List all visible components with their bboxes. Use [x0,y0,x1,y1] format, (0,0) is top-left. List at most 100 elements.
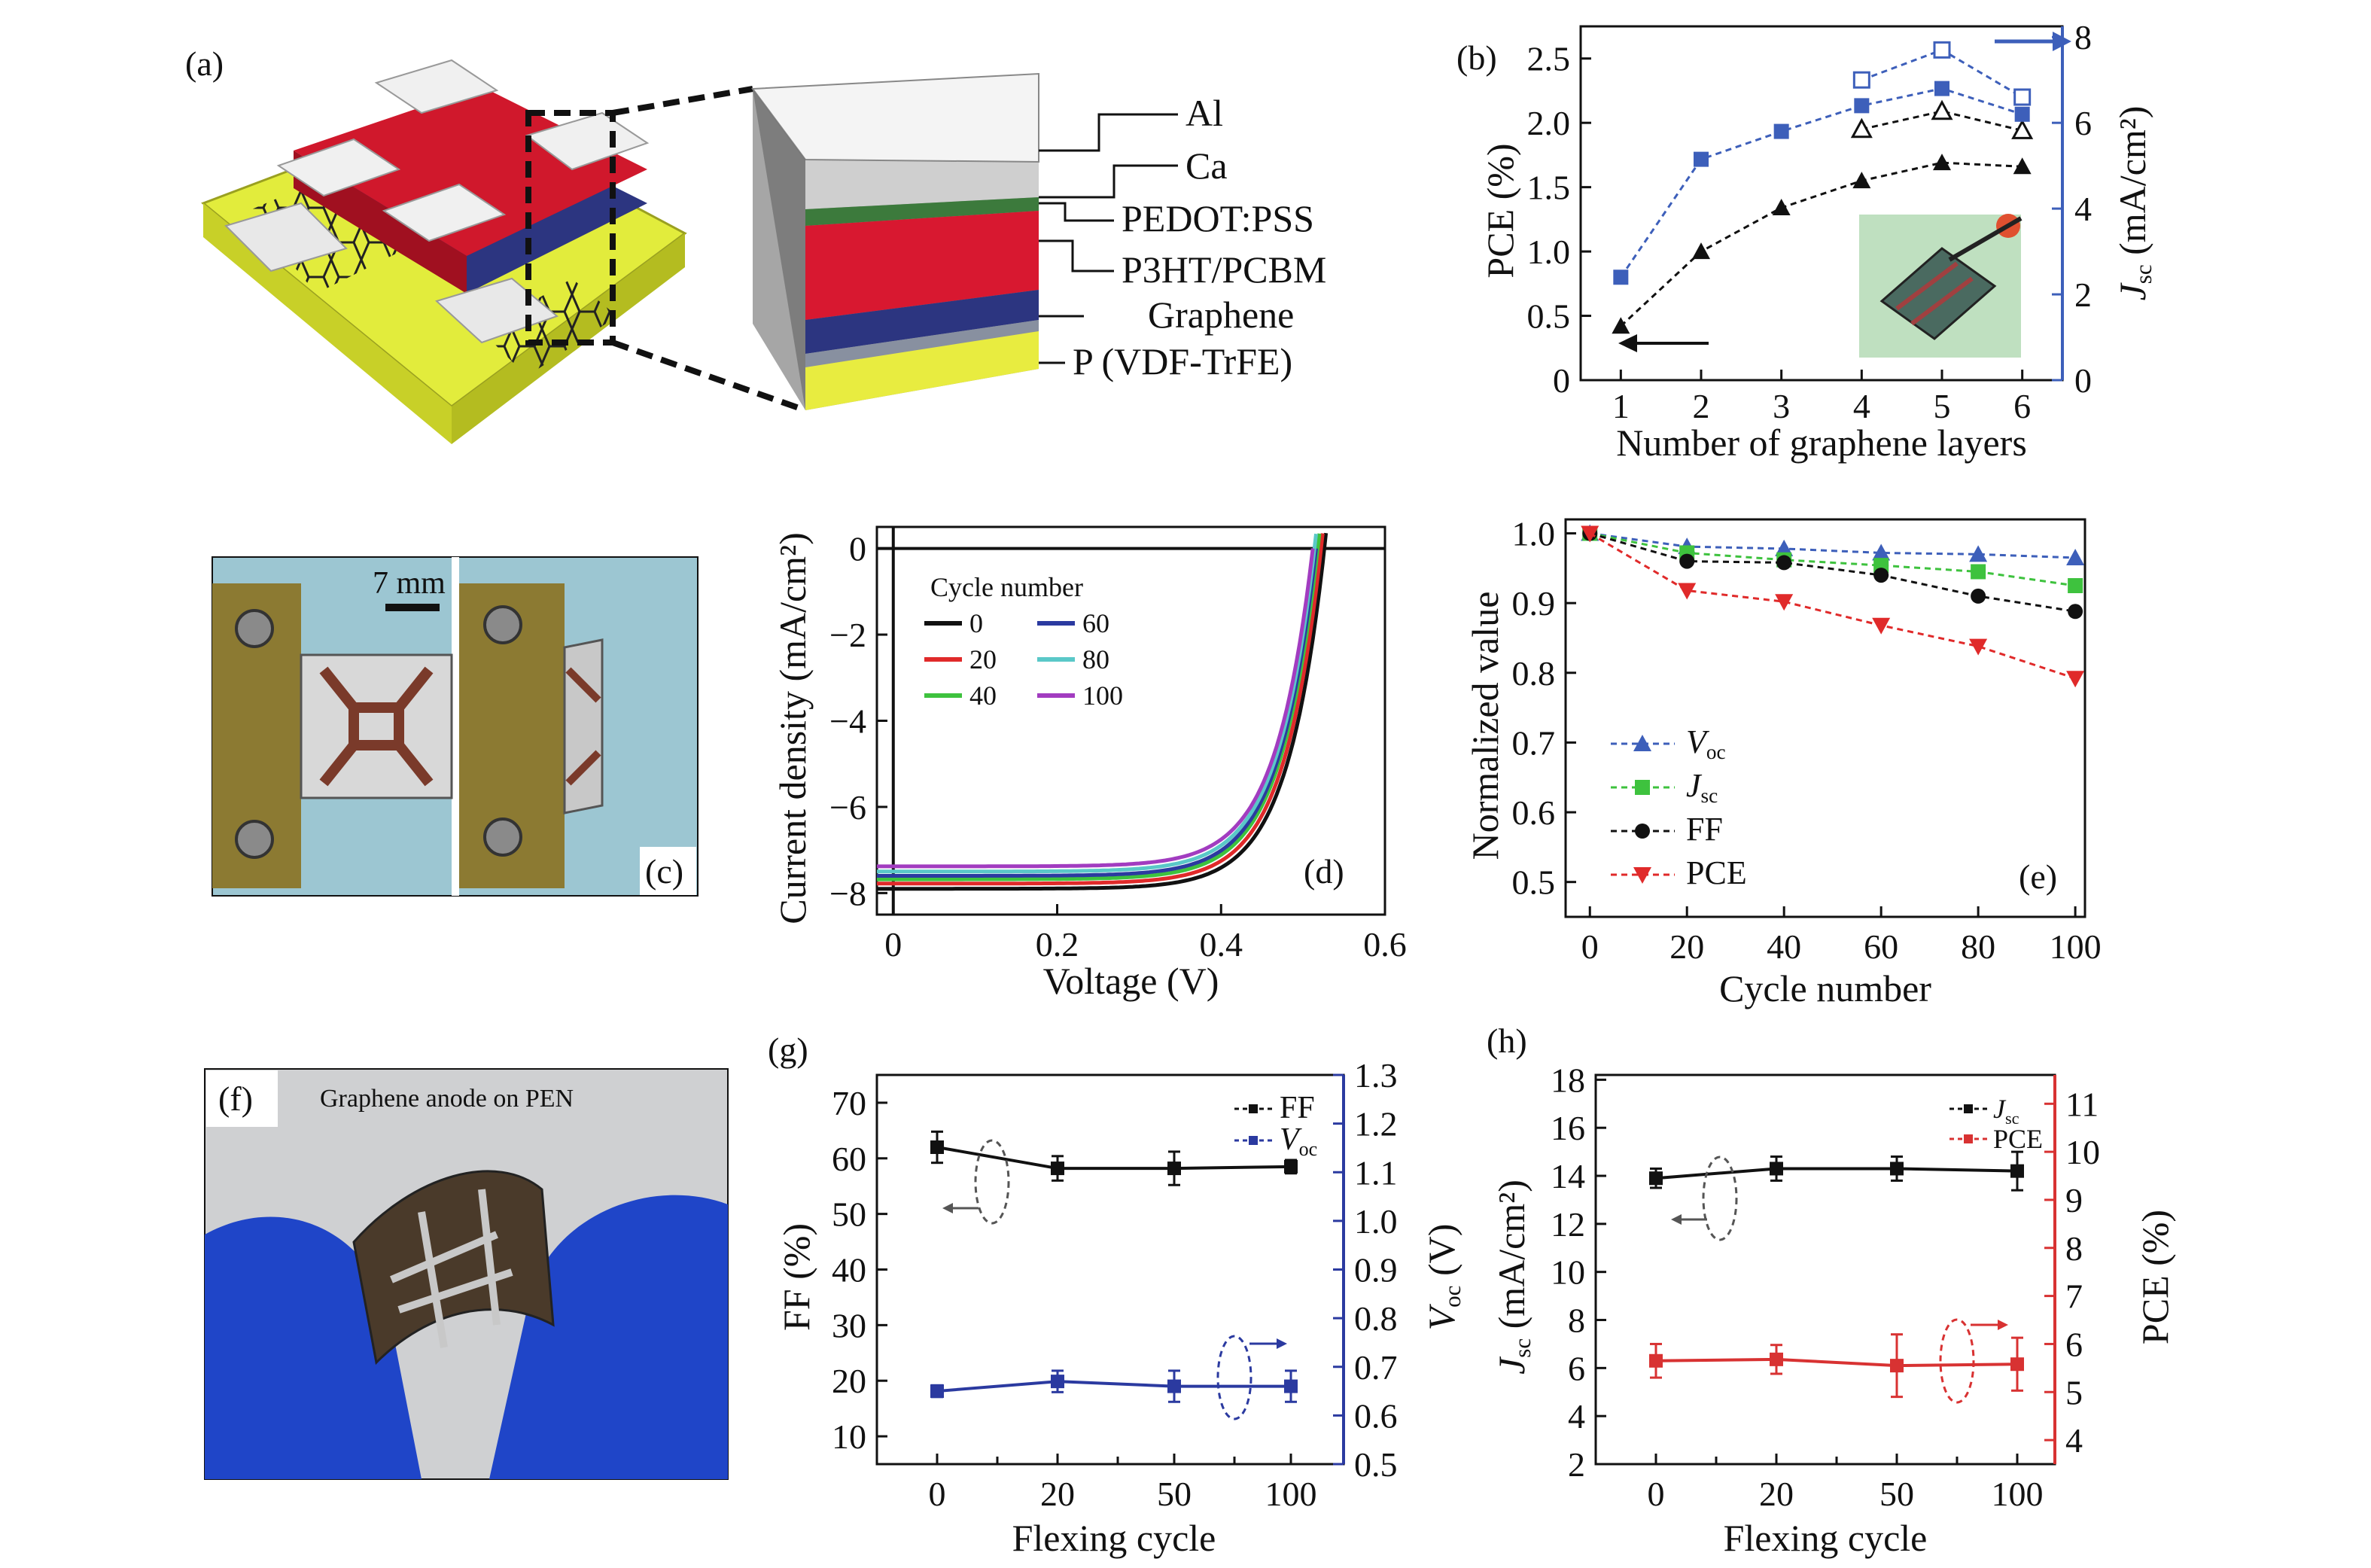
chart-h-marks [1649,1150,2024,1399]
x-tick-label: 5 [1934,387,1951,425]
y2-tick-label: 7 [2065,1277,2083,1316]
data-point [2013,157,2032,175]
data-point [1649,1171,1663,1186]
ff-axis-arrowhead [942,1203,953,1213]
panel-label-b: (b) [1456,38,1497,77]
al-electrode-4 [525,111,650,171]
y-tick-label: 4 [1568,1397,1585,1436]
data-point [1694,151,1709,167]
series-line [1589,532,2076,680]
stack-pedot [805,197,1039,226]
panel-c-photo: 7 mm (c) [212,556,699,897]
x-tick-label: 100 [1265,1475,1317,1513]
x-tick-label: 80 [1961,927,1995,966]
inset-device-lines [1895,261,1974,326]
iv-curve [877,548,1315,869]
inset-tweezer [1948,216,2023,262]
legend-marker [1633,867,1651,884]
data-point [1770,1162,1783,1176]
y-tick-label: 60 [832,1140,866,1178]
stack-left-face [753,89,805,410]
y-tick-label: 8 [1568,1302,1585,1340]
x-axis-label: Flexing cycle [1012,1517,1216,1559]
legend-label: 40 [969,680,997,711]
y-axis-label: Current density (mA/cm²) [772,532,814,924]
flexible-device [352,1170,555,1366]
y-tick-label: 1.0 [1512,515,1556,553]
layer-label-graphene: Graphene [1148,294,1294,336]
data-point [2066,548,2085,565]
stack-al [805,160,1039,209]
y2-tick-label: 1.3 [1354,1056,1398,1095]
data-point [1931,99,1953,120]
y-tick-label: −6 [829,788,866,827]
data-point [1890,1359,1904,1373]
panel-label-e: (e) [2019,857,2057,896]
chart-h-axes: 0 20 50 100 2 4 6 8 10 12 14 16 18 4 5 6 7 8 9 10 11 Flexing … [1490,1061,2176,1559]
legend-label: 0 [969,608,983,638]
x-tick-label: 1 [1612,387,1630,425]
x-tick-label: 0 [929,1475,946,1513]
data-point [1679,553,1695,569]
chart-d-axes: 0 0.2 0.4 0.6 0 −2 −4 −6 −8 Voltage (V) Current de… [772,525,1407,1002]
y-tick-label: 10 [832,1417,866,1456]
al-electrode-2 [276,138,401,197]
data-point [1775,594,1794,611]
y2-axis-label: Jsc (mA/cm²) [2111,106,2156,301]
y-tick-label: 0 [1553,361,1570,400]
y-tick-label: 70 [832,1084,866,1122]
layer-label-pedot: PEDOT:PSS [1122,197,1314,239]
iv-curve [877,532,1329,891]
x-axis-label: Number of graphene layers [1616,422,2027,464]
data-point [1649,1353,1663,1368]
legend-label: Jsc [1993,1094,2019,1128]
series-line [1589,532,2076,587]
chart-e: 0 20 40 60 80 100 0.5 0.6 0.7 0.8 0.9 1.0 Cycle numb… [1464,515,2102,1009]
y2-tick-label: 4 [2065,1421,2083,1460]
y-tick-label: 1.0 [1527,233,1571,271]
y-tick-label: 30 [832,1306,866,1344]
inset-device [1879,247,1997,340]
y-axis-label: Jsc (mA/cm²) [1490,1180,1536,1375]
y-tick-label: 40 [832,1251,866,1289]
scale-bar-label: 7 mm [373,566,446,601]
series-line [1655,1357,2018,1368]
stack-p3ht [805,211,1039,320]
legend-label: FF [1280,1091,1315,1125]
y2-tick-label: 0.9 [1354,1251,1398,1289]
panel-label-f: (f) [218,1079,253,1118]
y2-tick-label: 6 [2074,104,2092,142]
panel-label-a: (a) [185,44,224,83]
x-tick-label: 0.4 [1200,925,1243,964]
data-point [1770,1352,1783,1366]
data-point [1873,568,1889,583]
legend-label: PCE [1686,854,1747,891]
x-tick-label: 100 [1992,1475,2044,1513]
data-point [930,1384,944,1399]
jsc-axis-arrowhead [1671,1214,1682,1225]
legend-marker [1249,1104,1258,1113]
panel-label-h: (h) [1487,1021,1527,1060]
plot-frame [1564,518,2086,918]
screw-3 [483,605,522,644]
y2-tick-label: 1.2 [1354,1105,1398,1143]
data-point [1581,525,1599,543]
data-point [1772,198,1791,215]
panel-a-device-schematic: (a) [185,44,1326,444]
photo-divider [452,557,459,896]
data-point [1971,588,1986,604]
series-line [1861,110,2023,132]
y-tick-label: 1.5 [1527,169,1571,207]
y-tick-label: 0.6 [1512,793,1556,832]
x-tick-label: 20 [1759,1475,1794,1513]
iv-curve [877,548,1318,878]
device-bent-pattern [565,667,601,786]
data-point [1933,154,1951,171]
x-tick-label: 20 [1040,1475,1075,1513]
y-tick-label: 14 [1551,1157,1585,1195]
x-tick-label: 2 [1693,387,1710,425]
series-line [936,1146,1292,1171]
y2-tick-label: 0.8 [1354,1299,1398,1338]
legend-marker [1633,735,1651,751]
layer-label-pvdf: P (VDF-TrFE) [1073,340,1292,382]
